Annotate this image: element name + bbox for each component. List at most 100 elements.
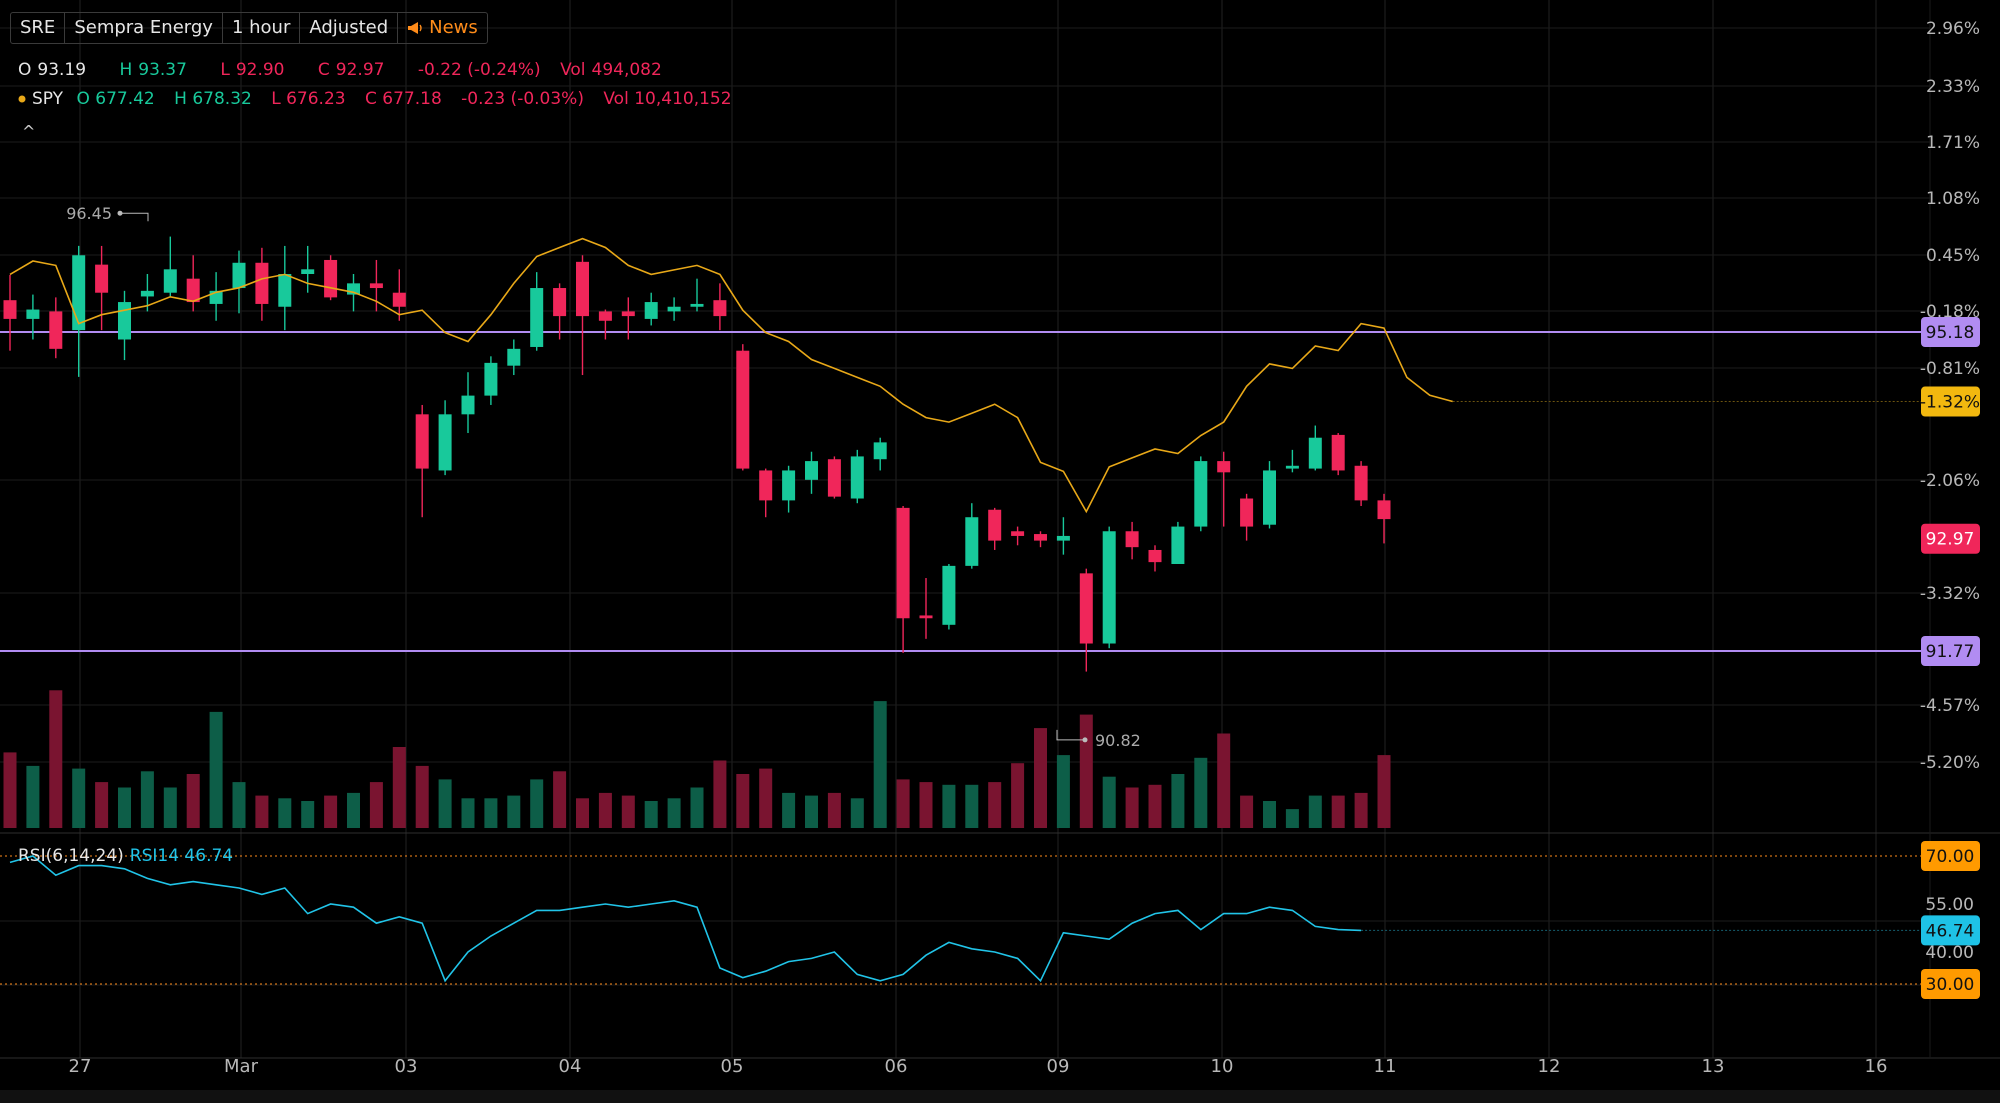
pct-tick-8: -3.32% <box>1920 584 1980 604</box>
volume-bar-42 <box>965 784 979 828</box>
close-value: 92.97 <box>335 60 385 80</box>
volume-bar-46 <box>1056 755 1070 828</box>
candle-body-48 <box>1102 531 1116 644</box>
candle-body-58 <box>1331 434 1345 471</box>
volume-bar-16 <box>369 782 383 828</box>
candle-body-2 <box>49 311 63 349</box>
candle-body-17 <box>392 292 406 307</box>
symbol-button[interactable]: SRE <box>11 13 66 43</box>
bottom-toolbar <box>0 1090 2000 1103</box>
rsi-70-tag-bg <box>1921 841 1980 871</box>
lower-level-tag: 91.77 <box>1926 642 1975 662</box>
rsi-30-tag-bg <box>1921 969 1980 999</box>
high-marker <box>120 212 149 222</box>
x-tick-8: 11 <box>1374 1056 1397 1077</box>
candle-body-30 <box>690 303 704 307</box>
volume-bar-38 <box>873 701 887 828</box>
megaphone-icon <box>408 22 422 34</box>
candle-body-32 <box>736 350 750 469</box>
candle-body-11 <box>255 262 269 304</box>
volume-bar-9 <box>209 711 223 828</box>
candle-body-18 <box>415 414 429 469</box>
collapse-legend-button[interactable]: ^ <box>22 122 36 141</box>
rsi-title: RSI(6,14,24) <box>18 846 124 866</box>
change-value: -0.22 (-0.24%) <box>417 60 541 80</box>
spy-pct-tag: -1.32% <box>1920 393 1980 413</box>
volume-bar-58 <box>1331 795 1345 828</box>
candle-body-27 <box>621 311 635 317</box>
candle-body-26 <box>598 311 612 321</box>
volume-bar-5 <box>118 787 131 828</box>
news-button[interactable]: News <box>398 13 487 43</box>
pct-tick-9: -4.57% <box>1920 696 1980 716</box>
pct-tick-10: -5.20% <box>1920 753 1980 773</box>
interval-button[interactable]: 1 hour <box>223 13 301 43</box>
low-label: L <box>220 60 230 80</box>
volume-bar-18 <box>415 765 429 828</box>
volume-bar-27 <box>621 795 635 828</box>
volume-bar-11 <box>255 795 269 828</box>
volume-bar-14 <box>324 795 338 828</box>
rsi-tick-2: 40.00 <box>1925 943 1974 963</box>
pct-tick-0: 2.96% <box>1926 19 1980 39</box>
compare-legend[interactable]: SPY O 677.42 H 678.32 L 676.23 C 677.18 … <box>18 89 746 109</box>
pct-tick-3: 1.08% <box>1926 189 1980 209</box>
candle-body-59 <box>1354 465 1368 501</box>
candle-body-42 <box>965 517 979 566</box>
company-name[interactable]: Sempra Energy <box>65 13 223 43</box>
volume-bar-2 <box>49 690 63 828</box>
pct-tick-7: -2.06% <box>1920 471 1980 491</box>
low-marker <box>1056 729 1085 741</box>
x-tick-1: Mar <box>224 1056 259 1077</box>
candle-body-21 <box>484 362 498 396</box>
candle-body-40 <box>919 615 933 619</box>
candle-body-20 <box>461 395 475 415</box>
volume-bar-29 <box>667 798 681 828</box>
volume-bar-57 <box>1308 795 1322 828</box>
candle-body-47 <box>1079 573 1093 644</box>
candle-body-38 <box>873 442 887 460</box>
volume-bar-13 <box>301 801 315 828</box>
candle-body-24 <box>553 288 567 317</box>
volume-bar-47 <box>1079 714 1093 828</box>
x-tick-2: 03 <box>395 1056 418 1077</box>
volume-bar-41 <box>942 784 956 828</box>
candle-body-60 <box>1377 500 1391 520</box>
candle-body-43 <box>988 509 1002 541</box>
candle-body-39 <box>896 507 910 619</box>
compare-volume: Vol 10,410,152 <box>603 89 732 109</box>
chart-toolbar: SRE Sempra Energy 1 hour Adjusted News <box>10 12 488 44</box>
upper-level-tag-bg <box>1921 317 1980 347</box>
candle-body-14 <box>324 259 338 298</box>
volume-bar-30 <box>690 787 704 828</box>
low-value: 92.90 <box>235 60 285 80</box>
pct-tick-6: -0.81% <box>1920 359 1980 379</box>
volume-bar-53 <box>1217 733 1231 828</box>
volume-bar-10 <box>232 782 246 828</box>
x-tick-4: 05 <box>721 1056 744 1077</box>
volume-bar-7 <box>163 787 177 828</box>
volume-bar-56 <box>1285 809 1299 828</box>
adjust-button[interactable]: Adjusted <box>300 13 399 43</box>
candle-body-7 <box>163 269 177 293</box>
candle-body-8 <box>186 278 200 303</box>
upper-level-tag: 95.18 <box>1926 323 1975 343</box>
volume-bar-33 <box>759 768 773 828</box>
volume-bar-15 <box>347 792 360 828</box>
volume-bar-24 <box>553 771 567 828</box>
pct-tick-2: 1.71% <box>1926 133 1980 153</box>
x-tick-10: 13 <box>1702 1056 1725 1077</box>
spy-dot-icon <box>18 95 26 103</box>
high-label: H <box>119 60 133 80</box>
volume-bar-22 <box>507 795 521 828</box>
high-value: 93.37 <box>138 60 187 80</box>
volume-bar-4 <box>95 782 109 828</box>
pct-tick-1: 2.33% <box>1926 77 1980 97</box>
rsi-30-tag: 30.00 <box>1926 975 1975 995</box>
volume-bar-6 <box>140 771 154 828</box>
candle-body-23 <box>530 288 544 347</box>
candle-body-6 <box>140 290 154 297</box>
compare-low: L 676.23 <box>271 89 346 109</box>
volume-bar-8 <box>186 774 200 828</box>
